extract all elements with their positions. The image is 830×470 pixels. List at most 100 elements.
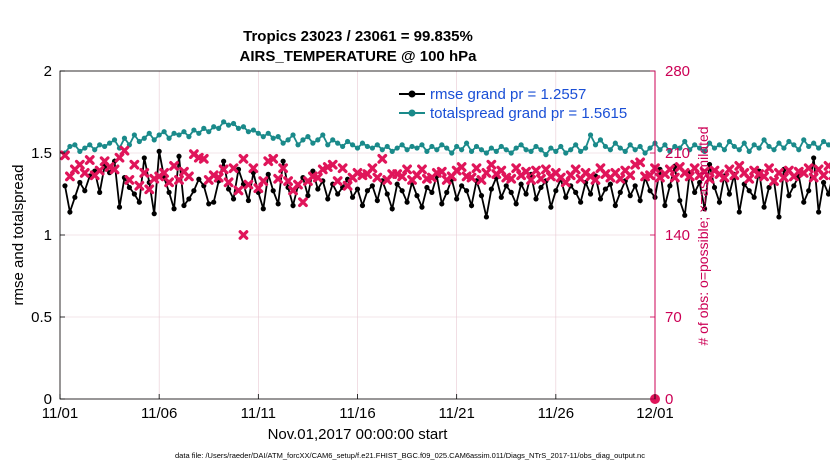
totalspread-point bbox=[156, 132, 162, 138]
obs-assimilated-point bbox=[367, 163, 378, 174]
rmse-point bbox=[811, 155, 817, 161]
totalspread-point bbox=[587, 132, 594, 138]
totalspread-point bbox=[384, 143, 390, 150]
totalspread-point bbox=[553, 148, 559, 154]
totalspread-point bbox=[354, 145, 361, 151]
totalspread-point bbox=[315, 137, 321, 143]
rmse-point bbox=[820, 179, 827, 186]
totalspread-point bbox=[741, 140, 747, 146]
totalspread-point bbox=[786, 138, 792, 145]
y-tick-label: 1.5 bbox=[31, 145, 52, 162]
totalspread-point bbox=[176, 132, 182, 138]
obs-assimilated-point bbox=[803, 163, 814, 174]
obs-assimilated-point bbox=[213, 172, 224, 183]
totalspread-point bbox=[171, 130, 177, 136]
obs-assimilated-point bbox=[268, 153, 279, 164]
obs-assimilated-point bbox=[134, 180, 145, 191]
obs-assimilated-point bbox=[174, 175, 184, 185]
totalspread-point bbox=[379, 147, 385, 153]
totalspread-point bbox=[181, 129, 187, 135]
legend-totalspread-label: totalspread grand pr = 1.5615 bbox=[430, 105, 627, 122]
totalspread-point bbox=[463, 140, 470, 146]
x-tick-label: 12/01 bbox=[636, 405, 674, 422]
totalspread-point bbox=[250, 127, 256, 133]
totalspread-point bbox=[136, 138, 142, 145]
obs-assimilated-point bbox=[615, 173, 626, 184]
totalspread-point bbox=[265, 130, 271, 136]
obs-assimilated-point bbox=[198, 153, 209, 164]
series-totalspread-group bbox=[62, 119, 830, 158]
y-tick-label: 0 bbox=[44, 391, 52, 408]
rmse-point bbox=[230, 196, 237, 202]
totalspread-point bbox=[335, 140, 341, 146]
totalspread-point bbox=[672, 143, 678, 150]
rmse-point bbox=[711, 184, 718, 191]
totalspread-point bbox=[285, 137, 291, 143]
totalspread-point bbox=[201, 125, 207, 131]
totalspread-point bbox=[77, 148, 83, 154]
totalspread-point bbox=[701, 148, 708, 154]
axes: 0 0.5 1 1.5 2 0 70 140 210 280 11/01 11/06 11/11 11/1… bbox=[31, 63, 690, 422]
obs-assimilated-point bbox=[689, 163, 700, 174]
rmse-point bbox=[166, 189, 172, 195]
y-axis-right-label: # of obs: o=possible; ×=assimilated bbox=[695, 126, 711, 345]
totalspread-point bbox=[657, 147, 663, 153]
rmse-point bbox=[349, 194, 356, 200]
totalspread-point bbox=[394, 145, 400, 151]
totalspread-point bbox=[478, 147, 485, 153]
totalspread-point bbox=[637, 143, 643, 150]
x-tick-label: 11/01 bbox=[42, 405, 78, 422]
rmse-point bbox=[677, 197, 683, 204]
rmse-point bbox=[578, 199, 584, 205]
obs-assimilated-point bbox=[506, 173, 517, 184]
totalspread-point bbox=[399, 142, 405, 148]
chart-subtitle: AIRS_TEMPERATURE @ 100 hPa bbox=[240, 48, 478, 65]
rmse-point bbox=[746, 188, 752, 194]
totalspread-point bbox=[151, 137, 157, 143]
rmse-point bbox=[483, 214, 490, 220]
totalspread-point bbox=[731, 143, 737, 150]
totalspread-point bbox=[240, 124, 247, 130]
rmse-point bbox=[518, 181, 524, 187]
x-tick-label: 11/11 bbox=[241, 405, 276, 422]
x-tick-label: 11/21 bbox=[438, 405, 474, 422]
rmse-point bbox=[726, 191, 732, 197]
totalspread-point bbox=[141, 135, 147, 141]
y-tick-label: 2 bbox=[44, 63, 52, 80]
rmse-point bbox=[280, 158, 286, 164]
totalspread-point bbox=[632, 147, 638, 153]
legend-rmse-marker bbox=[408, 90, 416, 98]
totalspread-point bbox=[106, 140, 113, 146]
totalspread-point bbox=[483, 150, 490, 156]
totalspread-point bbox=[746, 148, 752, 154]
rmse-point bbox=[389, 206, 395, 212]
rmse-point bbox=[761, 204, 767, 210]
rmse-point bbox=[399, 188, 405, 194]
totalspread-point bbox=[682, 138, 688, 145]
rmse-point bbox=[647, 188, 653, 194]
totalspread-point bbox=[582, 145, 589, 151]
totalspread-point bbox=[424, 148, 430, 154]
totalspread-point bbox=[642, 150, 648, 156]
rmse-point bbox=[463, 188, 470, 194]
obs-assimilated-point bbox=[238, 230, 249, 240]
obs-assimilated-point bbox=[541, 164, 551, 175]
rmse-point bbox=[632, 183, 638, 189]
rmse-point bbox=[290, 202, 296, 209]
rmse-point bbox=[806, 188, 812, 194]
totalspread-point bbox=[508, 150, 514, 156]
totalspread-point bbox=[468, 148, 475, 154]
totalspread-point bbox=[667, 148, 673, 154]
totalspread-point bbox=[369, 145, 375, 151]
obs-assimilated-point bbox=[332, 176, 343, 187]
legend-totalspread-marker bbox=[408, 109, 416, 117]
totalspread-point bbox=[697, 145, 703, 151]
totalspread-point bbox=[374, 142, 380, 148]
obs-assimilated-point bbox=[744, 173, 755, 184]
totalspread-point bbox=[523, 147, 529, 153]
totalspread-point bbox=[473, 143, 480, 150]
rmse-point bbox=[667, 183, 673, 189]
obs-assimilated-point bbox=[79, 168, 90, 178]
totalspread-point bbox=[488, 145, 494, 151]
